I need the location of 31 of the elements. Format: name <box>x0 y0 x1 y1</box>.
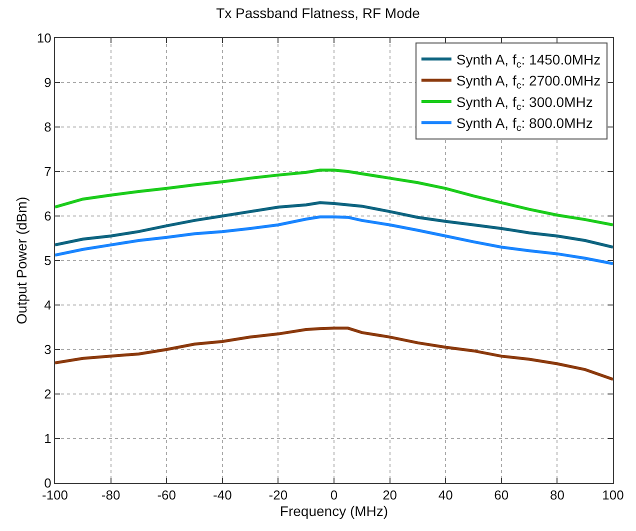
y-tick-label: 8 <box>44 120 52 135</box>
y-tick-label: 4 <box>44 298 52 313</box>
legend-label: Synth A, f$_{c}$: 300.0MHz <box>456 94 593 113</box>
x-tick-label: 40 <box>438 488 453 503</box>
legend-label: Synth A, f$_{c}$: 2700.0MHz <box>456 72 601 92</box>
y-tick-label: 5 <box>44 253 52 268</box>
x-axis-title: Frequency (MHz) <box>280 502 388 519</box>
x-tick-label: -60 <box>157 488 176 503</box>
x-tick-label: 20 <box>382 488 398 503</box>
line-series <box>55 215 613 266</box>
legend-label: Synth A, f$_{c}$: 800.0MHz <box>456 115 593 134</box>
legend-label: Synth A, f$_{c}$: 1450.0MHz <box>456 52 601 70</box>
x-tick-label: -20 <box>268 488 288 503</box>
chart-title: Tx Passband Flatness, RF Mode <box>216 4 420 21</box>
y-tick-label: 9 <box>44 75 52 90</box>
y-tick-label: 6 <box>44 208 52 224</box>
y-tick-label: 10 <box>36 30 52 46</box>
x-tick-label: 0 <box>330 488 338 503</box>
x-tick-label: 80 <box>550 488 564 503</box>
y-axis-title: Output Power (dBm) <box>14 196 30 324</box>
y-tick-label: 3 <box>44 342 52 358</box>
line-series <box>55 201 613 249</box>
x-tick-label: 60 <box>494 488 509 503</box>
y-tick-label: 2 <box>44 386 52 402</box>
y-tick-label: 7 <box>44 164 52 180</box>
x-tick-label: -40 <box>213 488 232 503</box>
y-tick-label: 1 <box>44 431 52 446</box>
x-tick-label: -80 <box>101 488 120 503</box>
x-tick-label: 100 <box>602 488 624 503</box>
line-series <box>55 326 613 381</box>
line-series <box>55 168 613 226</box>
